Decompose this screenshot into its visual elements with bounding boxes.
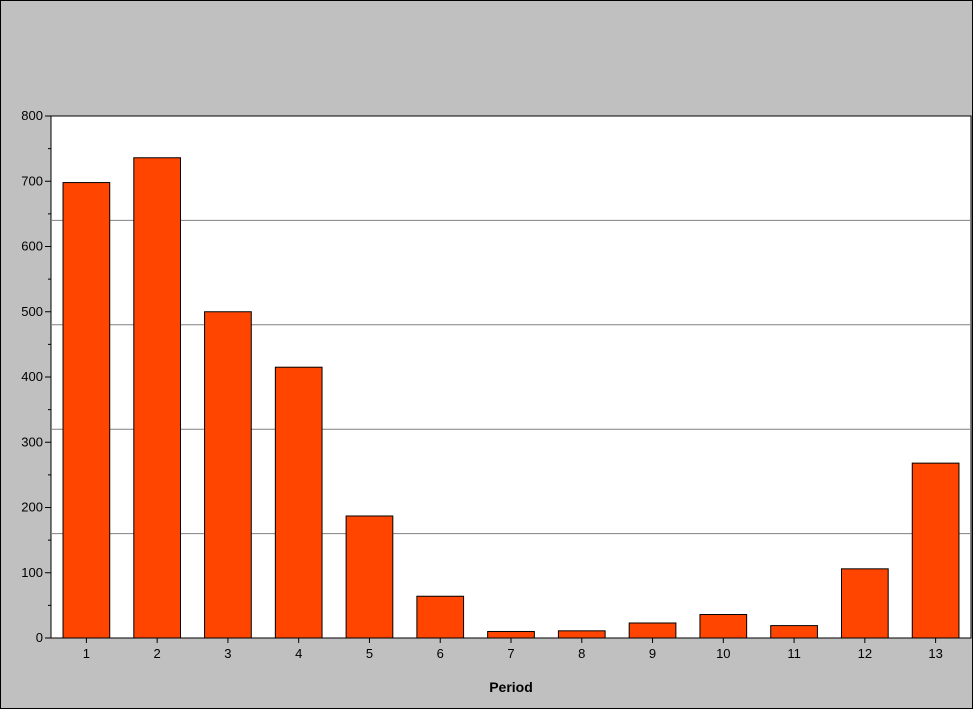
y-tick-label: 500: [21, 304, 43, 319]
x-tick-label: 3: [224, 646, 231, 661]
bar-4: [274, 366, 323, 639]
y-tick-label: 200: [21, 500, 43, 515]
x-tick-label: 11: [787, 646, 801, 661]
y-axis: 0 100 200 300 400 500 600 700 800: [21, 108, 51, 645]
x-tick-label: 1: [83, 646, 90, 661]
x-tick-label: 12: [858, 646, 872, 661]
x-tick-label: 4: [295, 646, 302, 661]
bar-5: [345, 515, 394, 639]
bar-6: [416, 595, 465, 639]
y-tick-label: 700: [21, 173, 43, 188]
bar-1: [62, 182, 111, 639]
bar-3: [204, 311, 252, 639]
x-tick-label: 7: [507, 646, 514, 661]
bar-13: [911, 462, 960, 639]
x-axis-title: Period: [489, 679, 533, 695]
x-tick-label: 6: [437, 646, 444, 661]
x-tick-label: 8: [578, 646, 585, 661]
bar-11: [770, 625, 818, 639]
x-tick-label: 10: [716, 646, 730, 661]
y-tick-label: 600: [21, 239, 43, 254]
y-tick-label: 300: [21, 434, 43, 449]
y-tick-label: 0: [36, 630, 43, 645]
bar-7: [487, 630, 535, 639]
bar-9: [628, 622, 677, 639]
x-tick-label: 2: [154, 646, 161, 661]
bar-12: [840, 568, 889, 639]
bar-10: [699, 614, 748, 639]
plot-area: [50, 115, 972, 639]
y-tick-label: 100: [21, 565, 43, 580]
bar-8: [557, 630, 606, 639]
x-tick-label: 13: [928, 646, 942, 661]
y-tick-label: 800: [21, 108, 43, 123]
bar-2: [133, 157, 182, 639]
y-tick-label: 400: [21, 369, 43, 384]
x-tick-label: 5: [366, 646, 373, 661]
x-axis: 1 2 3 4 5 6 7 8 9 10 11 12 13: [83, 638, 943, 661]
x-tick-label: 9: [649, 646, 656, 661]
